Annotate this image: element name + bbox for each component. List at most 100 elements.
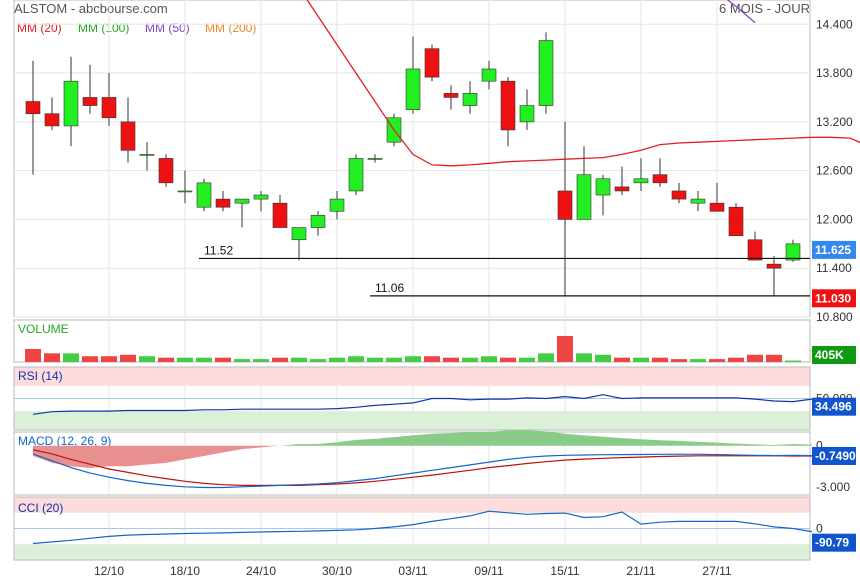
x-tick-label: 21/11 (626, 564, 655, 578)
rsi-last-badge: 34.496 (815, 400, 852, 414)
rsi-line (32, 394, 813, 415)
support-level-label: 11.06 (375, 281, 404, 295)
volume-bar (44, 353, 60, 362)
volume-bar (310, 359, 326, 362)
ma20-line (306, 0, 860, 167)
macd-ytick-label: -3.000 (816, 480, 850, 494)
x-tick-label: 30/10 (322, 564, 352, 578)
volume-bar (595, 354, 611, 362)
price-ytick-label: 13.200 (816, 115, 853, 129)
volume-bar (386, 357, 402, 362)
candle-body (633, 178, 649, 184)
last-price-badge-bg (812, 240, 856, 259)
volume-bar (272, 357, 288, 362)
x-tick-label: 12/10 (94, 564, 124, 578)
volume-bar (158, 357, 174, 362)
volume-bar (405, 356, 421, 362)
volume-bar (82, 356, 98, 362)
candle-body (690, 198, 706, 204)
volume-bar (519, 357, 535, 362)
cci-line (32, 510, 813, 545)
cci-last-badge: -90.79 (815, 536, 849, 550)
candle-body (63, 80, 79, 127)
ma50-line (726, 0, 756, 24)
volume-bar (633, 357, 649, 362)
volume-title: VOLUME (18, 322, 69, 336)
volume-bar (785, 360, 801, 362)
macd-last-badge-bg (812, 446, 856, 465)
rsi-title: RSI (14) (18, 369, 63, 383)
volume-bar (348, 356, 364, 362)
macd-signal-line (32, 449, 812, 486)
candle-body (234, 198, 250, 204)
cci-last-badge-bg (812, 533, 856, 552)
x-tick-label: 03/11 (398, 564, 427, 578)
candle-body (728, 206, 744, 236)
candle-body (709, 202, 725, 212)
candle-body (481, 68, 497, 82)
low-price-badge: 11.030 (815, 291, 851, 305)
x-tick-label: 24/10 (246, 564, 276, 578)
candle-body (215, 198, 231, 208)
volume-bar (690, 359, 706, 362)
volume-bar (424, 356, 440, 362)
price-ytick-label: 13.800 (816, 66, 853, 80)
candle-body (671, 190, 687, 200)
volume-bar (215, 357, 231, 362)
price-ytick-label: 12.000 (816, 212, 853, 226)
candle-body (310, 215, 326, 228)
cci-oversold-zone (14, 544, 810, 560)
price-ytick-label: 12.600 (816, 164, 853, 178)
macd-ytick-label: 0 (816, 439, 823, 453)
volume-bar (500, 357, 516, 362)
chart-period: 6 MOIS - JOUR (718, 1, 810, 16)
last-price-badge: 11.625 (815, 243, 851, 257)
candle-body (519, 105, 535, 123)
volume-bar (25, 349, 41, 362)
price-ytick-label: 10.800 (816, 310, 853, 324)
candle-body (614, 186, 630, 192)
candle-body (747, 239, 763, 261)
x-tick-label: 27/11 (702, 564, 731, 578)
candle-body (443, 93, 459, 98)
volume-bar (139, 356, 155, 362)
candle-body (500, 80, 516, 131)
candle-body (196, 182, 212, 208)
candle-body (25, 101, 41, 115)
rsi-last-badge-bg (812, 397, 856, 416)
volume-bar (443, 357, 459, 362)
chart-title: ALSTOM - abcbourse.com (14, 1, 168, 16)
candle-body (348, 158, 364, 192)
cci-ytick-label: 0 (816, 522, 823, 536)
macd-last-badge: -0.7490 (815, 449, 856, 463)
candle-body (272, 202, 288, 228)
candle-body (367, 158, 383, 160)
candle-body (44, 113, 60, 127)
candle-body (158, 158, 174, 184)
candle-body (139, 154, 155, 156)
volume-bar (462, 357, 478, 362)
macd-line (32, 453, 813, 489)
price-ytick-label: 14.400 (816, 17, 853, 31)
macd-histogram-positive (33, 430, 812, 446)
volume-bar (63, 353, 79, 362)
candle-body (785, 243, 801, 261)
x-tick-label: 15/11 (550, 564, 579, 578)
volume-bar (253, 359, 269, 362)
candle-body (329, 198, 345, 212)
rsi-panel-frame (13, 366, 811, 431)
candle-body (291, 227, 307, 241)
candle-body (253, 194, 269, 200)
volume-bar (177, 357, 193, 362)
volume-bar (576, 353, 592, 362)
volume-last-badge: 405K (815, 348, 844, 362)
cci-title: CCI (20) (18, 501, 63, 515)
x-tick-label: 09/11 (474, 564, 503, 578)
volume-bar (481, 356, 497, 362)
rsi-overbought-zone (14, 367, 810, 386)
volume-bar (728, 357, 744, 362)
volume-bar (234, 359, 250, 362)
volume-bar (709, 359, 725, 362)
candle-body (177, 190, 193, 193)
